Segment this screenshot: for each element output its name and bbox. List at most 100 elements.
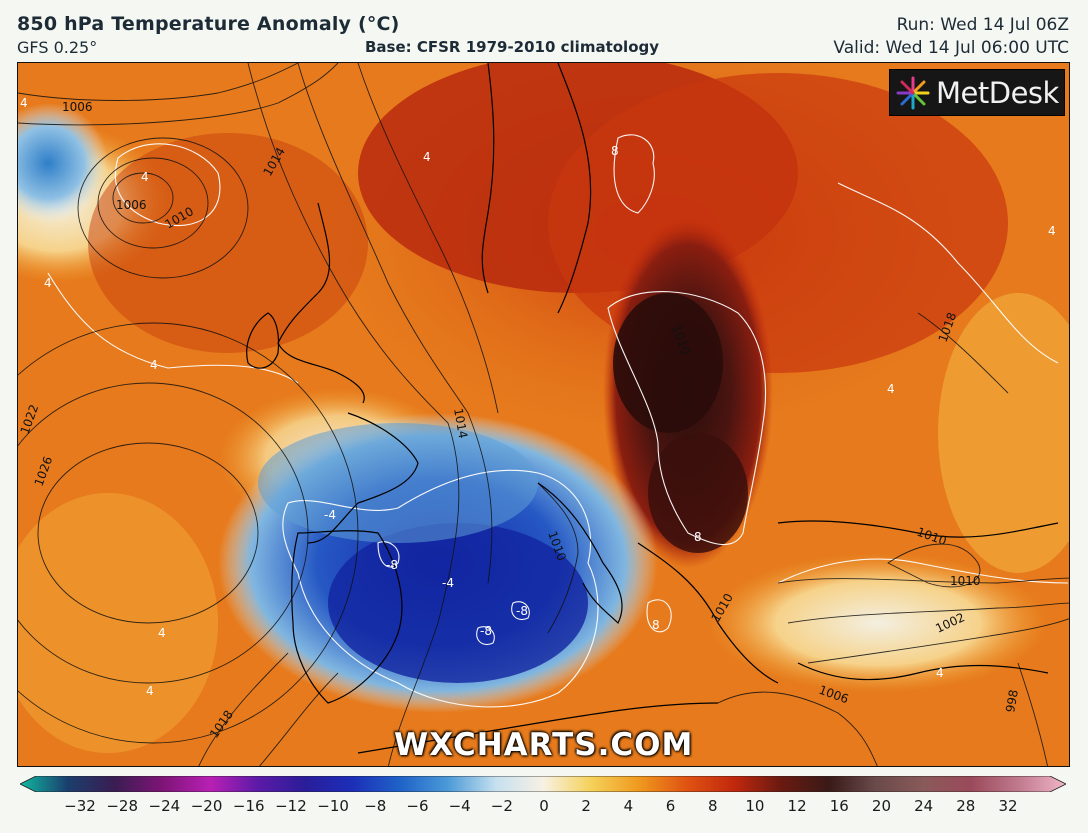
cool-anomaly-region xyxy=(18,103,108,223)
isobar xyxy=(37,442,259,624)
anomaly-label: 8 xyxy=(694,530,702,544)
anomaly-label: -4 xyxy=(324,508,336,522)
coastline-france xyxy=(307,412,419,544)
colorbar-tick-label: −4 xyxy=(448,797,471,815)
anomaly-contour xyxy=(282,469,599,708)
colorbar-tick-label: −6 xyxy=(406,797,429,815)
warm-anomaly-region xyxy=(88,133,368,353)
colorbar-tick-label: −16 xyxy=(232,797,265,815)
coastlines xyxy=(246,63,1059,754)
anomaly-label: 4 xyxy=(936,666,944,680)
anomaly-contour xyxy=(511,601,530,621)
anomaly-contour xyxy=(837,182,1059,364)
anomaly-labels: 4 4 4 4 4 4 -4 -8 -4 -8 -8 8 8 4 4 4 4 8 xyxy=(20,96,1056,698)
hot-anomaly-core xyxy=(613,293,723,433)
starburst-logo-icon xyxy=(896,76,930,109)
valid-label: Valid: Wed 14 Jul 06:00 UTC xyxy=(833,38,1069,58)
isobar xyxy=(297,63,493,584)
logo-text: MetDesk xyxy=(936,75,1059,110)
colorbar-tick-label: −10 xyxy=(317,797,349,815)
isobar-label: 1006 xyxy=(116,198,147,212)
coastline-iberia xyxy=(291,530,403,704)
isobar xyxy=(917,312,1009,394)
anomaly-label: 8 xyxy=(611,144,619,158)
isobars xyxy=(18,63,1069,766)
anomaly-label: 4 xyxy=(146,684,154,698)
isobar-label: 1010 xyxy=(950,574,981,588)
colorbar-tick-label: −8 xyxy=(364,797,387,815)
isobar xyxy=(18,63,299,101)
run-label: Run: Wed 14 Jul 06Z xyxy=(896,15,1069,35)
colorbar-tick-label: 10 xyxy=(745,797,765,815)
isobar-label: 998 xyxy=(1003,689,1021,714)
isobar xyxy=(18,322,359,744)
anomaly-label: 4 xyxy=(141,170,149,184)
model-label: GFS 0.25° xyxy=(17,38,98,57)
anomaly-map: 1006 1014 1006 1010 1022 1026 1018 1014 … xyxy=(17,62,1070,767)
isobar xyxy=(198,652,289,766)
colorbar-tick-label: 32 xyxy=(998,797,1018,815)
isobar-label: 1006 xyxy=(62,100,93,114)
coastline-black-sea xyxy=(777,520,1059,538)
anomaly-label: 4 xyxy=(158,626,166,640)
colorbar xyxy=(20,776,1066,792)
coastline-turkey xyxy=(797,662,1049,681)
anomaly-contours xyxy=(47,134,1069,708)
anomaly-contour xyxy=(607,291,766,546)
cold-anomaly-region xyxy=(258,423,538,543)
neutral-anomaly-region xyxy=(18,493,218,753)
colorbar-tick-label: 16 xyxy=(829,797,849,815)
watermark: WXCHARTS.COM xyxy=(394,727,694,763)
isobar xyxy=(247,63,460,766)
colorbar-tick-label: 2 xyxy=(581,797,591,815)
isobar xyxy=(18,63,339,126)
anomaly-label: -4 xyxy=(442,576,454,590)
isobar xyxy=(787,602,1069,624)
colorbar-tick-label: −32 xyxy=(64,797,96,815)
isobar xyxy=(777,577,1069,584)
colorbar-tick-labels: −32 −28 −24 −20 −16 −12 −10 −8 −6 −4 −2 0 2 4 6 8 10 12 16… xyxy=(0,797,1088,817)
colorbar-tick-label: 12 xyxy=(787,797,807,815)
anomaly-label: 4 xyxy=(44,276,52,290)
coastline-italy xyxy=(537,482,623,625)
neutral-anomaly-region xyxy=(938,293,1069,573)
anomaly-label: 4 xyxy=(423,150,431,164)
colorbar-tick-label: −2 xyxy=(490,797,513,815)
anomaly-label: 4 xyxy=(20,96,28,110)
isobar xyxy=(537,482,579,634)
colorbar-tick-label: −12 xyxy=(275,797,307,815)
anomaly-label: 4 xyxy=(150,358,158,372)
colorbar-tick-label: 24 xyxy=(914,797,934,815)
colorbar-tick-label: −24 xyxy=(148,797,181,815)
anomaly-contour xyxy=(476,626,495,646)
anomaly-label: -8 xyxy=(480,624,492,638)
isobar xyxy=(97,157,209,249)
coastline-sweden xyxy=(557,63,592,314)
anomaly-contour xyxy=(47,272,299,384)
hot-anomaly-core xyxy=(648,433,748,553)
coastline-norway xyxy=(481,63,495,294)
metdesk-logo: MetDesk xyxy=(889,69,1065,116)
neutral-anomaly-region xyxy=(708,553,1048,693)
anomaly-label: 4 xyxy=(887,382,895,396)
isobar xyxy=(357,63,499,414)
isobar xyxy=(717,691,878,766)
colorbar-tick-label: 6 xyxy=(665,797,676,815)
anomaly-contour xyxy=(114,143,221,227)
isobar xyxy=(77,137,249,279)
isobar xyxy=(1017,662,1049,766)
isobar-label: 1014 xyxy=(451,407,470,440)
colorbar-ramp xyxy=(20,776,1066,792)
base-label: Base: CFSR 1979-2010 climatology xyxy=(365,38,660,56)
anomaly-contour xyxy=(777,558,1069,584)
cold-anomaly-region xyxy=(328,523,588,683)
colorbar-tick-label: 20 xyxy=(871,797,891,815)
colorbar-tick-label: −20 xyxy=(190,797,223,815)
anomaly-contour xyxy=(646,599,672,633)
colorbar-tick-label: −28 xyxy=(106,797,138,815)
coastline-ireland xyxy=(246,312,280,369)
colorbar-tick-label: 8 xyxy=(707,797,718,815)
isobar xyxy=(887,543,981,588)
anomaly-contour xyxy=(377,541,400,568)
anomaly-label: -8 xyxy=(516,604,528,618)
